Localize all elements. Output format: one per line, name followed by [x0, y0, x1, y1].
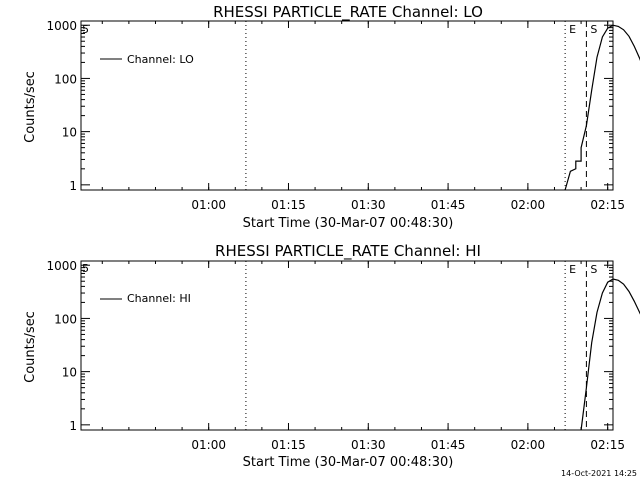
event-marker-label: S — [590, 263, 597, 276]
x-axis-title: Start Time (30-Mar-07 00:48:30) — [243, 455, 454, 470]
y-tick-label: 1 — [69, 419, 77, 433]
x-axis-title: Start Time (30-Mar-07 00:48:30) — [243, 216, 454, 231]
render-timestamp: 14-Oct-2021 14:25 — [561, 469, 637, 478]
x-tick-label: 01:00 — [191, 198, 226, 212]
series-line — [580, 278, 640, 431]
y-tick-label: 1000 — [46, 259, 77, 273]
x-tick-label: 01:30 — [351, 438, 386, 452]
y-tick-label: 1000 — [46, 19, 77, 33]
y-tick-label: 100 — [54, 72, 77, 86]
x-tick-label: 02:15 — [590, 198, 625, 212]
series-line — [564, 24, 640, 191]
x-tick-label: 01:15 — [271, 198, 306, 212]
x-tick-label: 01:30 — [351, 198, 386, 212]
corner-label: 5 — [82, 262, 89, 275]
legend-label: Channel: HI — [127, 292, 191, 305]
y-axis-title: Counts/sec — [23, 71, 38, 143]
chart-panel-hi: RHESSI PARTICLE_RATE Channel: HI Start T… — [23, 242, 640, 470]
x-tick-label: 01:45 — [431, 438, 466, 452]
y-tick-label: 10 — [62, 126, 77, 140]
corner-label: 5 — [82, 23, 89, 36]
x-tick-label: 02:00 — [511, 198, 546, 212]
plot-frame — [80, 260, 614, 431]
legend-label: Channel: LO — [127, 53, 194, 66]
chart-panel-lo: RHESSI PARTICLE_RATE Channel: LO Start T… — [23, 3, 640, 231]
y-tick-label: 10 — [62, 366, 77, 380]
x-tick-label: 02:00 — [511, 438, 546, 452]
x-tick-label: 01:00 — [191, 438, 226, 452]
event-marker-label: S — [590, 23, 597, 36]
plot-frame — [80, 20, 614, 191]
chart-title: RHESSI PARTICLE_RATE Channel: HI — [215, 242, 481, 261]
event-marker-label: E — [569, 23, 576, 36]
x-tick-label: 01:45 — [431, 198, 466, 212]
y-tick-label: 1 — [69, 179, 77, 193]
x-tick-label: 02:15 — [590, 438, 625, 452]
event-marker-label: E — [569, 263, 576, 276]
y-tick-label: 100 — [54, 312, 77, 326]
chart-title: RHESSI PARTICLE_RATE Channel: LO — [213, 3, 483, 22]
x-tick-label: 01:15 — [271, 438, 306, 452]
y-axis-title: Counts/sec — [23, 311, 38, 383]
